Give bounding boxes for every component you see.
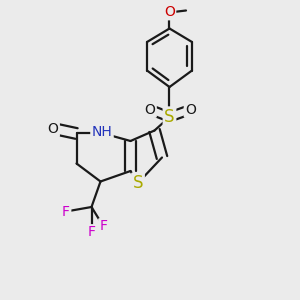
Text: S: S	[164, 108, 175, 126]
Text: F: F	[62, 205, 70, 218]
Text: F: F	[100, 220, 107, 233]
Text: O: O	[145, 103, 155, 116]
Text: O: O	[48, 122, 58, 136]
Text: F: F	[88, 226, 95, 239]
Text: O: O	[164, 5, 175, 19]
Text: S: S	[133, 174, 143, 192]
Text: O: O	[185, 103, 196, 116]
Text: NH: NH	[92, 125, 112, 139]
